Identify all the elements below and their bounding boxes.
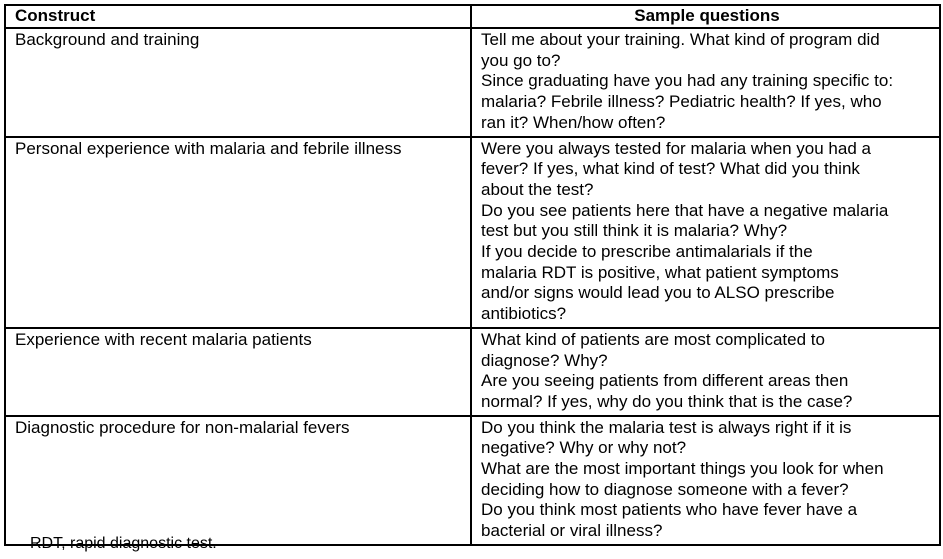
table-row-diagnostic-procedure: Diagnostic procedure for non-malarial fe… bbox=[4, 414, 941, 546]
construct-cell: Personal experience with malaria and feb… bbox=[4, 135, 472, 329]
table-row-recent-malaria-patients: Experience with recent malaria patients … bbox=[4, 326, 941, 417]
sample-questions-cell: Were you always tested for malaria when … bbox=[470, 135, 941, 329]
construct-cell: Experience with recent malaria patients bbox=[4, 326, 472, 417]
table-footnote: RDT, rapid diagnostic test. bbox=[30, 535, 217, 552]
sample-questions-cell: What kind of patients are most complicat… bbox=[470, 326, 941, 417]
header-row: Construct Sample questions bbox=[4, 4, 941, 29]
interview-guide-table: Construct Sample questions Background an… bbox=[4, 4, 941, 546]
construct-cell: Diagnostic procedure for non-malarial fe… bbox=[4, 414, 472, 546]
sample-questions-cell: Tell me about your training. What kind o… bbox=[470, 27, 941, 138]
construct-cell: Background and training bbox=[4, 27, 472, 138]
table-row-personal-experience: Personal experience with malaria and feb… bbox=[4, 135, 941, 329]
construct-column-header: Construct bbox=[4, 4, 472, 29]
sample-questions-cell: Do you think the malaria test is always … bbox=[470, 414, 941, 546]
table-row-background-and-training: Background and training Tell me about yo… bbox=[4, 27, 941, 138]
sample-questions-column-header: Sample questions bbox=[470, 4, 941, 29]
